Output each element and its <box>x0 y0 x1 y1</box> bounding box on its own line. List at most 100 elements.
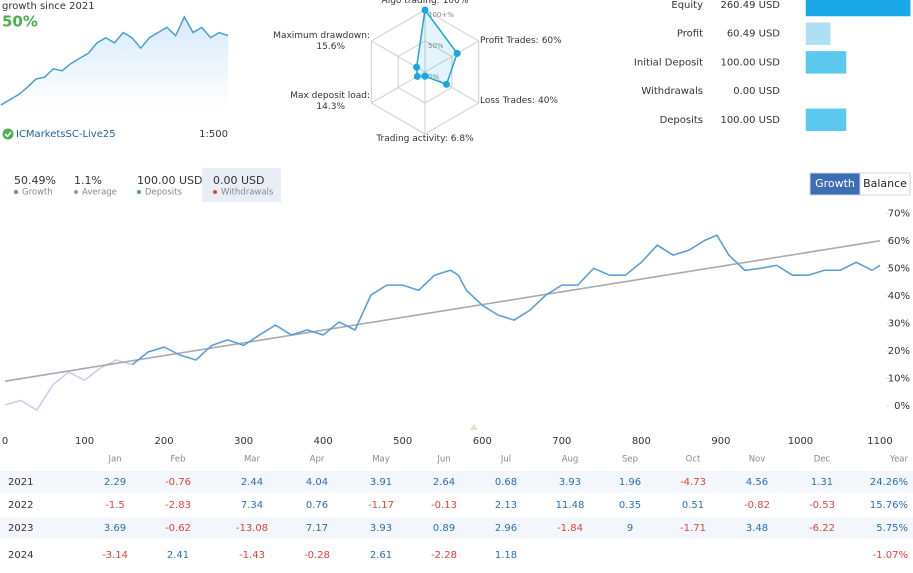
balance-value: 260.49 USD <box>720 0 780 11</box>
month-value: 0.89 <box>433 523 455 534</box>
month-value: 0.51 <box>682 500 704 511</box>
growth-line <box>4 240 881 382</box>
balance-bar <box>805 108 847 132</box>
y-tick-label: 30% <box>888 318 910 329</box>
y-tick-label: 40% <box>888 291 910 302</box>
growth-line <box>4 359 133 412</box>
table-header: Jul <box>500 455 511 465</box>
month-value: -0.62 <box>165 523 191 534</box>
radar-point <box>453 49 461 57</box>
table-header: Dec <box>814 455 831 465</box>
month-value: -3.14 <box>102 550 128 561</box>
stat-label: Average <box>82 188 117 198</box>
stat-dot <box>74 190 78 194</box>
x-tick-label: 600 <box>473 436 492 447</box>
table-header: Oct <box>686 455 701 465</box>
broker[interactable]: ICMarketsSC-Live25 <box>16 129 116 140</box>
stat-value: 0.00 USD <box>213 174 265 187</box>
month-value: 3.48 <box>746 523 768 534</box>
stat-highlight <box>202 168 281 202</box>
y-tick-label: 10% <box>888 373 910 384</box>
row-bg <box>0 471 913 493</box>
month-value: -1.5 <box>105 500 125 511</box>
balance-value: 100.00 USD <box>720 57 780 68</box>
radar-axis-name: Algo trading: <box>382 0 440 6</box>
x-tick-label: 900 <box>711 436 730 447</box>
month-value: -1.17 <box>368 500 394 511</box>
x-tick-label: 400 <box>314 436 333 447</box>
month-value: 0.35 <box>619 500 641 511</box>
radar-area <box>415 8 459 86</box>
month-value: 3.91 <box>370 477 392 488</box>
month-value: -2.28 <box>431 550 457 561</box>
x-tick-label: 100 <box>75 436 94 447</box>
year-total: 24.26% <box>870 477 908 488</box>
stat-label: Growth <box>22 188 53 198</box>
stat-dot <box>14 190 18 194</box>
month-value: 2.29 <box>104 477 126 488</box>
month-value: -0.13 <box>431 500 457 511</box>
radar-axis-value: 60% <box>542 36 562 46</box>
y-tick-label: 0% <box>894 401 910 412</box>
x-tick-label: 1000 <box>788 436 813 447</box>
month-value: 1.96 <box>619 477 641 488</box>
table-header: Sep <box>622 455 638 465</box>
stat-value: 1.1% <box>74 174 102 187</box>
tab-label[interactable]: Growth <box>815 177 855 190</box>
stat-label: Withdrawals <box>221 188 274 198</box>
row-year: 2023 <box>8 523 33 534</box>
month-value: 1.18 <box>495 550 517 561</box>
y-tick-label: 20% <box>888 346 910 357</box>
radar-label: Max deposit load: 14.3% <box>290 91 370 112</box>
radar-axis-value: 40% <box>538 96 558 106</box>
balance-bar <box>805 22 831 45</box>
marker <box>470 424 478 430</box>
leverage: 1:500 <box>199 129 228 140</box>
stat-value: 50.49% <box>14 174 56 187</box>
month-value: 0.76 <box>306 500 328 511</box>
table-header: Aug <box>562 455 579 465</box>
radar-axis-name: Max deposit load: <box>290 91 370 101</box>
balance-bar <box>805 0 911 17</box>
tab-button[interactable] <box>859 172 911 196</box>
month-value: 7.34 <box>241 500 263 511</box>
month-value: 2.13 <box>495 500 517 511</box>
radar-point <box>421 72 429 80</box>
balance-label: Deposits <box>660 115 703 126</box>
month-value: -0.28 <box>304 550 330 561</box>
x-tick-label: 500 <box>393 436 412 447</box>
balance-value: 100.00 USD <box>720 115 780 126</box>
radar-label: Trading activity: 6.8% <box>375 134 474 144</box>
month-value: -13.08 <box>236 523 268 534</box>
stat-dot <box>137 190 141 194</box>
month-value: 4.56 <box>746 477 768 488</box>
month-value: -1.84 <box>557 523 583 534</box>
table-header: Mar <box>244 455 261 465</box>
tab-label[interactable]: Balance <box>863 177 907 190</box>
x-tick-label: 700 <box>552 436 571 447</box>
month-value: -0.53 <box>809 500 835 511</box>
x-tick-label: 300 <box>234 436 253 447</box>
month-value: -4.73 <box>680 477 706 488</box>
month-value: 0.68 <box>495 477 517 488</box>
table-header: May <box>372 455 390 465</box>
radar-axis-value: 6.8% <box>451 134 474 144</box>
row-year: 2024 <box>8 550 33 561</box>
radar-label: Maximum drawdown: 15.6% <box>273 31 370 52</box>
month-value: 2.61 <box>370 550 392 561</box>
month-value: 7.17 <box>306 523 328 534</box>
balance-label: Withdrawals <box>641 86 703 97</box>
row-year: 2022 <box>8 500 33 511</box>
radar-point <box>421 6 429 14</box>
radar-axis-name: Loss Trades: <box>480 96 535 106</box>
month-value: 3.69 <box>104 523 126 534</box>
year-total: 5.75% <box>876 523 908 534</box>
month-value: 1.31 <box>811 477 833 488</box>
radar-point <box>413 63 421 71</box>
radar-label: Profit Trades: 60% <box>480 36 562 46</box>
month-value: 11.48 <box>556 500 585 511</box>
growth-label: growth since 2021 <box>2 1 95 12</box>
radar-label: Loss Trades: 40% <box>480 96 558 106</box>
y-tick-label: 50% <box>888 263 910 274</box>
